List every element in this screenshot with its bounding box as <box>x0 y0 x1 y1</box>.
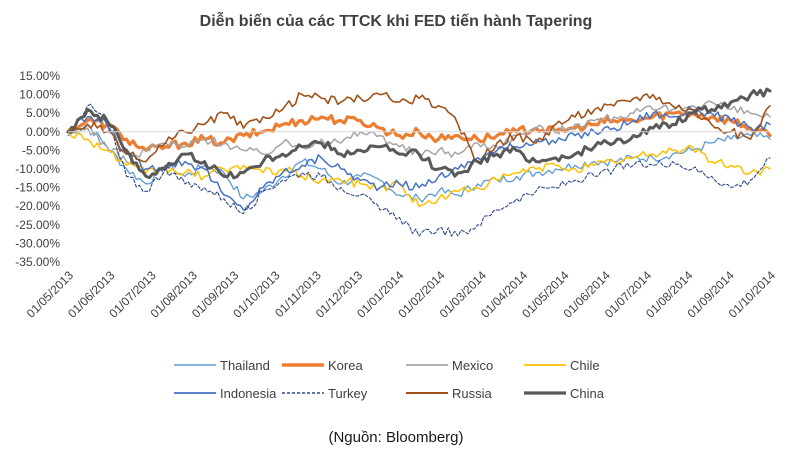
legend-label-turkey: Turkey <box>328 386 368 401</box>
series-line-russia <box>67 91 771 163</box>
plot-lines <box>66 87 772 237</box>
y-tick-label: -20.00% <box>15 199 60 213</box>
series-line-china <box>66 87 772 180</box>
series-line-indonesia <box>67 105 771 211</box>
chart-title: Diễn biến của các TTCK khi FED tiến hành… <box>199 13 593 30</box>
y-tick-label: 15.00% <box>19 69 60 83</box>
legend-label-thailand: Thailand <box>220 358 270 373</box>
y-tick-label: 0.00% <box>26 125 60 139</box>
legend: Thailand Korea Mexico Chile Indonesia Turkey R… <box>174 358 605 401</box>
x-axis: 01/05/201301/06/201301/07/201301/08/2013… <box>24 268 779 321</box>
series-line-chile <box>67 131 771 207</box>
source-note: (Nguồn: Bloomberg) <box>328 429 464 446</box>
y-tick-label: -35.00% <box>15 255 60 269</box>
series-line-korea <box>66 110 772 152</box>
legend-label-chile: Chile <box>570 358 600 373</box>
y-axis: 15.00% 10.00% 5.00% 0.00% -5.00% -10.00% -15.0… <box>15 69 770 269</box>
y-tick-label: -5.00% <box>22 143 60 157</box>
legend-label-mexico: Mexico <box>452 358 493 373</box>
legend-label-indonesia: Indonesia <box>220 386 277 401</box>
legend-label-korea: Korea <box>328 358 363 373</box>
legend-label-china: China <box>570 386 605 401</box>
y-tick-label: 5.00% <box>26 106 60 120</box>
y-tick-label: -10.00% <box>15 162 60 176</box>
series-line-turkey <box>67 103 771 237</box>
y-tick-label: 10.00% <box>19 88 60 102</box>
legend-label-russia: Russia <box>452 386 493 401</box>
series-line-thailand <box>67 123 771 203</box>
y-tick-label: -30.00% <box>15 236 60 250</box>
y-tick-label: -15.00% <box>15 181 60 195</box>
y-tick-label: -25.00% <box>15 218 60 232</box>
